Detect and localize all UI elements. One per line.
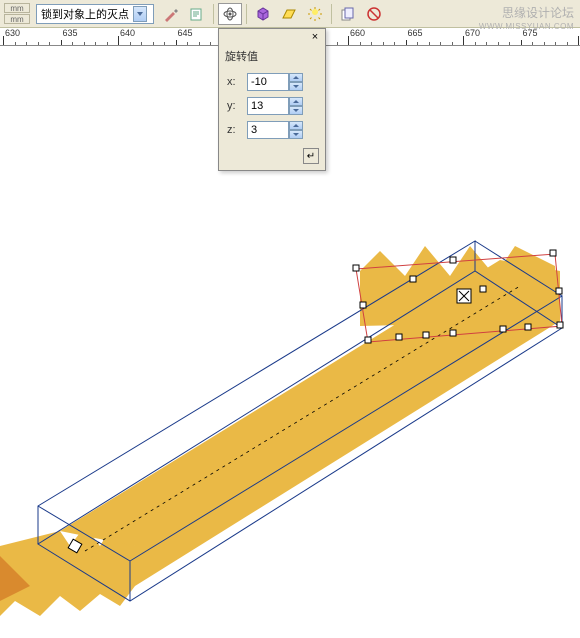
vanishing-point-dropdown[interactable]: 锁到对象上的灭点	[36, 4, 154, 24]
spin-down-icon[interactable]	[289, 82, 303, 91]
spin-up-icon[interactable]	[289, 121, 303, 130]
separator	[246, 4, 247, 24]
z-spinner[interactable]	[247, 121, 303, 139]
center-handle[interactable]	[457, 289, 471, 303]
lighting-icon[interactable]	[303, 3, 327, 25]
y-input[interactable]	[247, 97, 289, 115]
rotate-3d-icon[interactable]	[218, 3, 242, 25]
rotation-panel: × 旋转值 x: y: z: ↵	[218, 28, 326, 171]
spin-up-icon[interactable]	[289, 73, 303, 82]
chevron-down-icon[interactable]	[133, 6, 147, 22]
x-label: x:	[227, 76, 241, 88]
watermark: 思缘设计论坛 WWW.MISSYUAN.COM	[479, 6, 574, 32]
unit-labels: mm mm	[4, 3, 32, 24]
y-spinner[interactable]	[247, 97, 303, 115]
panel-title: 旋转值	[219, 47, 325, 70]
unit-mm: mm	[4, 3, 30, 13]
extrude-cube-icon[interactable]	[251, 3, 275, 25]
page-vanishing-icon[interactable]	[185, 3, 209, 25]
y-label: y:	[227, 100, 241, 112]
watermark-main: 思缘设计论坛	[479, 6, 574, 22]
spin-down-icon[interactable]	[289, 106, 303, 115]
dropdown-label: 锁到对象上的灭点	[41, 6, 129, 22]
separator	[213, 4, 214, 24]
unit-mm: mm	[4, 14, 30, 24]
spin-up-icon[interactable]	[289, 97, 303, 106]
x-spinner[interactable]	[247, 73, 303, 91]
edit-vanishing-icon[interactable]	[159, 3, 183, 25]
copy-properties-icon[interactable]	[336, 3, 360, 25]
close-icon[interactable]: ×	[308, 31, 322, 45]
watermark-sub: WWW.MISSYUAN.COM	[479, 22, 574, 32]
bevel-icon[interactable]	[277, 3, 301, 25]
separator	[331, 4, 332, 24]
z-label: z:	[227, 124, 241, 136]
z-input[interactable]	[247, 121, 289, 139]
x-input[interactable]	[247, 73, 289, 91]
clear-extrude-icon[interactable]	[362, 3, 386, 25]
spin-down-icon[interactable]	[289, 130, 303, 139]
apply-icon[interactable]: ↵	[303, 148, 319, 164]
